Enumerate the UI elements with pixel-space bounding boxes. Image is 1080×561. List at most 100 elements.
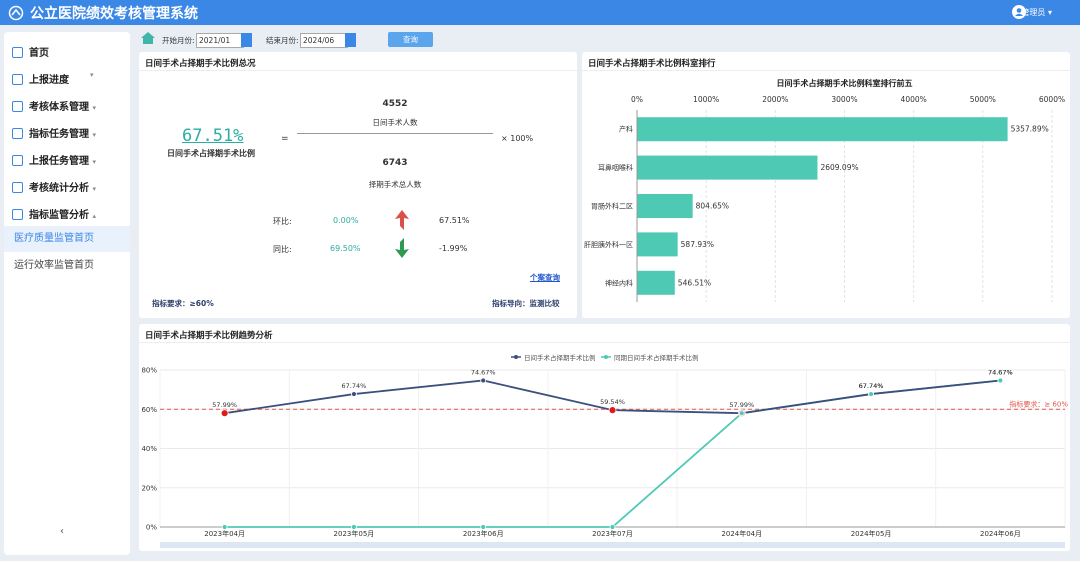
ranking-panel: 日间手术占择期手术比例科室排行 日间手术占择期手术比例科室排行前五 0% 1000%… [582, 52, 1070, 318]
nav-item[interactable]: 指标监管分析 ▴ [12, 206, 96, 221]
bar [637, 155, 818, 180]
numerator-label: 日间手术人数 [372, 118, 418, 127]
y-tick-label: 0% [146, 524, 157, 532]
data-point [738, 410, 745, 417]
numerator: 4552 [382, 99, 408, 109]
x-tick-label: 6000% [1039, 95, 1065, 104]
down-arrow [395, 238, 409, 258]
nav-label[interactable]: 考核统计分析 [29, 183, 89, 194]
query-button[interactable]: 查询 [388, 32, 433, 47]
value-label: 67.74% [859, 382, 884, 390]
x-tick-label: 2024年05月 [851, 529, 892, 538]
nav-label[interactable]: 上报进度 [29, 75, 69, 86]
y-tick-label: 产科 [619, 125, 633, 134]
value-label: 804.65% [696, 202, 729, 211]
calendar-button[interactable] [345, 33, 356, 47]
x-tick-label: 2000% [762, 95, 788, 104]
nav-label[interactable]: 指标任务管理 [29, 129, 89, 140]
start-input[interactable]: 2021/01 [196, 33, 244, 48]
multiplier: × 100% [501, 134, 534, 143]
y-tick-label: 20% [141, 484, 157, 492]
y-tick-label: 60% [141, 406, 157, 414]
direction: 指标导向：监测比较 [492, 299, 560, 308]
bar [637, 232, 678, 257]
hb-label: 环比: [273, 217, 292, 226]
x-tick-label: 2023年04月 [204, 529, 245, 538]
start-label: 开始月份: [162, 36, 195, 45]
data-point [351, 391, 357, 397]
x-tick-label: 1000% [693, 95, 719, 104]
user-name[interactable]: 管理员 [1021, 8, 1046, 17]
end-input[interactable]: 2024/06 [300, 33, 348, 48]
data-zoom [160, 542, 1065, 548]
nav-label[interactable]: 考核体系管理 [29, 102, 89, 113]
y-tick-label: 神经内科 [605, 278, 633, 287]
x-tick-label: 0% [631, 95, 643, 104]
nav-item[interactable]: 上报进度 ▾ [12, 71, 94, 86]
value-label: 74.67% [988, 368, 1013, 376]
nav-item[interactable]: 指标任务管理 ▾ [12, 125, 96, 140]
x-tick-label: 2024年06月 [980, 529, 1021, 538]
y-tick-label: 耳鼻咽喉科 [598, 163, 633, 172]
nav-label[interactable]: 首页 [29, 48, 49, 59]
value-label: 2609.09% [820, 163, 858, 172]
logo [8, 5, 24, 21]
data-point [480, 377, 487, 384]
y-tick-label: 40% [141, 445, 157, 453]
denominator-label: 择期手术总人数 [368, 180, 422, 189]
nav-item[interactable]: 上报任务管理 ▾ [12, 152, 96, 167]
legend-label: 同期日间手术占择期手术比例 [614, 353, 699, 362]
nav-item[interactable]: 考核统计分析 ▾ [12, 179, 96, 194]
value-label: 67.74% [859, 382, 884, 390]
bar [637, 117, 1008, 142]
nav-label[interactable]: 指标监管分析 [29, 210, 89, 221]
bar [637, 194, 693, 218]
data-point [220, 409, 229, 418]
ratio-label: 日间手术占择期手术比例 [167, 149, 255, 158]
value-label: 57.99% [729, 401, 754, 409]
x-tick-label: 2023年07月 [592, 529, 633, 538]
tb-change: -1.99% [439, 244, 468, 253]
threshold-label: 指标要求：≥ 60% [1009, 399, 1068, 408]
end-label: 结束月份: [266, 36, 299, 45]
x-tick-label: 2024年04月 [721, 529, 762, 538]
sidebar: 首页 上报进度 ▾ 考核体系管理 ▾ 指标任务管理 ▾ 上报任务管理 ▾ 考核统计… [4, 32, 130, 555]
x-tick-label: 2023年05月 [334, 529, 375, 538]
bar [637, 270, 675, 295]
nav-subitem[interactable]: 运行效率监管首页 [14, 260, 94, 271]
legend-swatch [514, 355, 518, 359]
y-tick-label: 80% [141, 367, 157, 375]
value-label: 67.74% [342, 382, 367, 390]
panel-title: 日间手术占择期手术比例科室排行 [588, 59, 716, 69]
nav-item[interactable]: 考核体系管理 ▾ [12, 98, 96, 113]
data-point [868, 391, 874, 397]
legend-label: 日间手术占择期手术比例 [524, 353, 596, 362]
header: 公立医院绩效考核管理系统 管理员 ▾ [0, 0, 1080, 25]
summary-panel: 日间手术占择期手术比例总况 67.51% 日间手术占择期手术比例 = 4552 … [139, 52, 577, 318]
app-title: 公立医院绩效考核管理系统 [30, 6, 198, 22]
line-chart: 0% 20% 40% 60% 80% 2023年04月 2023年05月 2023年06月 20… [141, 353, 1068, 548]
chart-title: 日间手术占择期手术比例科室排行前五 [777, 78, 913, 88]
user-avatar[interactable] [1012, 5, 1026, 19]
data-point [351, 524, 357, 530]
home-icon[interactable] [140, 31, 156, 45]
hb-value: 0.00% [333, 216, 359, 225]
value-label: 74.67% [471, 368, 496, 376]
tb-label: 同比: [273, 245, 292, 254]
data-point [221, 524, 228, 530]
ratio-value[interactable]: 67.51% [182, 126, 244, 146]
value-label: 546.51% [678, 278, 711, 287]
data-point [997, 377, 1004, 384]
nav-item[interactable]: 首页 [12, 44, 49, 59]
panel-title: 日间手术占择期手术比例总况 [145, 59, 256, 69]
calendar-button[interactable] [241, 33, 252, 47]
x-tick-label: 3000% [831, 95, 857, 104]
value-label: 587.93% [681, 240, 714, 249]
x-tick-label: 5000% [970, 95, 996, 104]
nav-subitem[interactable]: 医疗质量监管首页 [4, 226, 130, 252]
collapse-button[interactable]: ‹ [60, 526, 64, 537]
user-menu[interactable]: 管理员 ▾ [1021, 8, 1052, 17]
case-query-link[interactable]: 个案查询 [530, 273, 560, 282]
nav-label[interactable]: 上报任务管理 [29, 156, 89, 167]
